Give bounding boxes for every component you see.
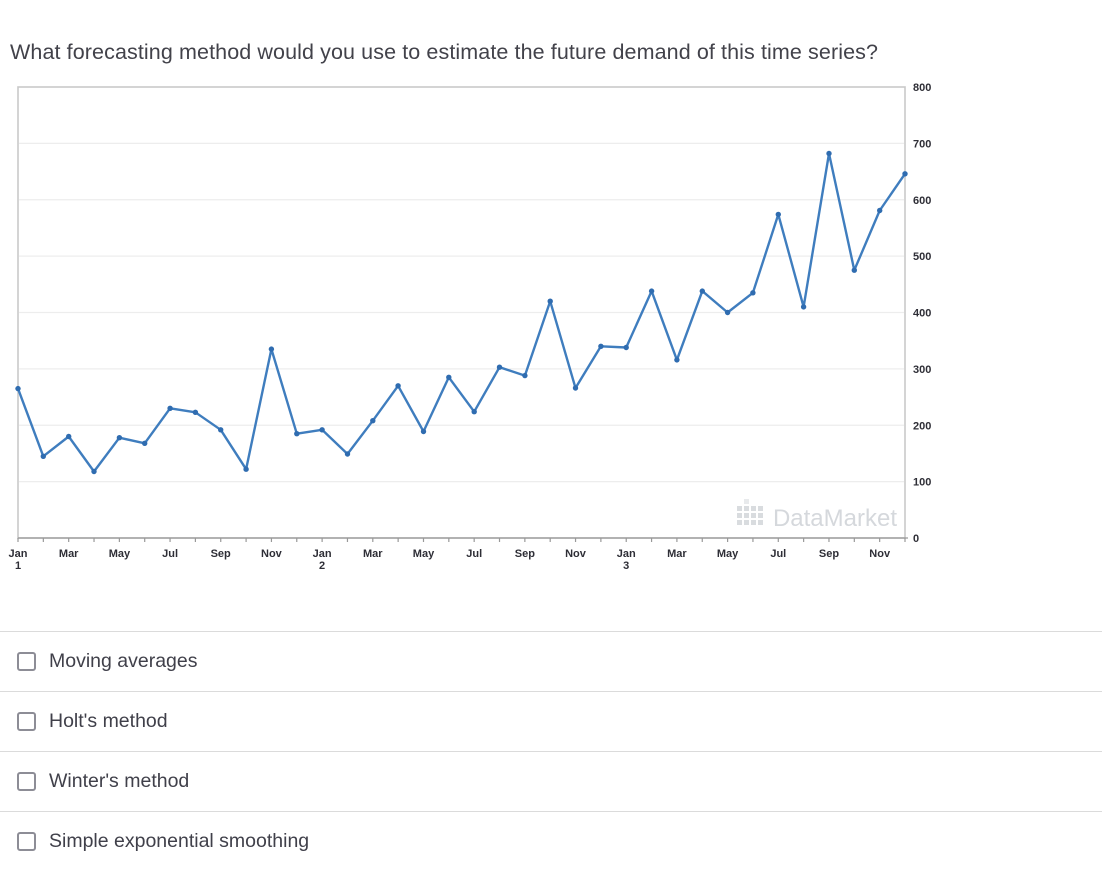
- answer-options: Moving averages Holt's method Winter's m…: [0, 631, 1102, 871]
- svg-text:Jan: Jan: [313, 548, 332, 560]
- svg-text:Nov: Nov: [869, 548, 891, 560]
- option-checkbox[interactable]: [17, 772, 36, 791]
- svg-text:300: 300: [913, 364, 931, 376]
- datamarket-watermark: DataMarket: [737, 499, 897, 532]
- svg-text:200: 200: [913, 420, 931, 432]
- svg-text:500: 500: [913, 251, 931, 263]
- y-axis-labels: 0 100 200 300 400 500 600 700 800: [913, 82, 931, 545]
- series-line: [16, 152, 907, 473]
- svg-text:Jan: Jan: [617, 548, 636, 560]
- svg-text:100: 100: [913, 477, 931, 489]
- option-checkbox[interactable]: [17, 652, 36, 671]
- option-label: Simple exponential smoothing: [49, 830, 310, 852]
- svg-text:Sep: Sep: [515, 548, 535, 560]
- question-title: What forecasting method would you use to…: [10, 40, 879, 65]
- data-points: [15, 150, 908, 475]
- svg-text:Sep: Sep: [819, 548, 839, 560]
- option-row-moving-averages[interactable]: Moving averages: [0, 631, 1102, 691]
- svg-text:Mar: Mar: [667, 548, 687, 560]
- svg-text:600: 600: [913, 195, 931, 207]
- svg-text:Jul: Jul: [770, 548, 786, 560]
- svg-text:May: May: [109, 548, 131, 560]
- svg-text:Nov: Nov: [565, 548, 587, 560]
- svg-text:Jan: Jan: [9, 548, 28, 560]
- watermark-text: DataMarket: [773, 505, 897, 532]
- svg-text:Nov: Nov: [261, 548, 283, 560]
- svg-text:2: 2: [319, 560, 325, 572]
- option-checkbox[interactable]: [17, 832, 36, 851]
- option-label: Holt's method: [49, 710, 168, 732]
- gridlines: [19, 142, 904, 483]
- option-label: Winter's method: [49, 770, 190, 792]
- option-checkbox[interactable]: [17, 712, 36, 731]
- x-axis: [17, 537, 908, 542]
- svg-text:May: May: [717, 548, 739, 560]
- svg-text:Jul: Jul: [466, 548, 482, 560]
- svg-text:Mar: Mar: [363, 548, 383, 560]
- svg-text:Mar: Mar: [59, 548, 79, 560]
- svg-text:400: 400: [913, 308, 931, 320]
- svg-text:Jul: Jul: [162, 548, 178, 560]
- svg-text:Sep: Sep: [211, 548, 231, 560]
- option-row-holts-method[interactable]: Holt's method: [0, 691, 1102, 751]
- svg-text:1: 1: [15, 560, 21, 572]
- svg-text:800: 800: [913, 82, 931, 94]
- svg-text:3: 3: [623, 560, 629, 572]
- option-label: Moving averages: [49, 650, 198, 672]
- svg-text:May: May: [413, 548, 435, 560]
- svg-text:0: 0: [913, 533, 919, 545]
- option-row-simple-exponential-smoothing[interactable]: Simple exponential smoothing: [0, 811, 1102, 871]
- svg-text:700: 700: [913, 138, 931, 150]
- option-row-winters-method[interactable]: Winter's method: [0, 751, 1102, 811]
